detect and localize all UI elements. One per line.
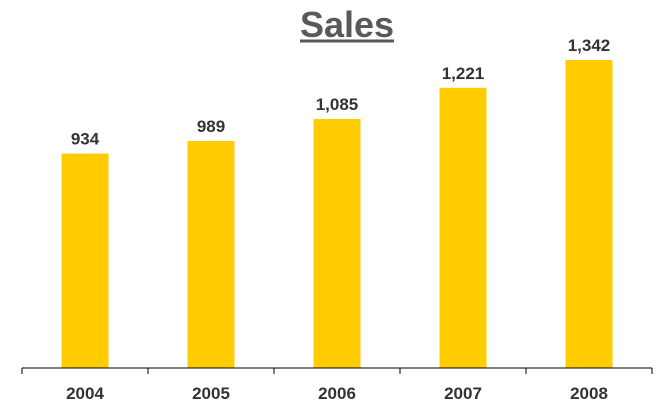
x-tick-label-2005: 2005 <box>192 384 230 403</box>
x-tick-label-2008: 2008 <box>570 384 608 403</box>
x-axis-ticks <box>21 368 653 374</box>
x-tick-label-2006: 2006 <box>318 384 356 403</box>
bar-series <box>61 60 613 369</box>
bar-2005 <box>187 141 235 368</box>
data-label-2004: 934 <box>71 130 100 149</box>
data-label-2006: 1,085 <box>316 95 359 114</box>
data-label-2008: 1,342 <box>568 36 611 55</box>
x-tick-label-2004: 2004 <box>66 384 104 403</box>
data-label-2007: 1,221 <box>442 64 485 83</box>
bar-2006 <box>313 119 361 368</box>
x-axis-tick-labels: 2004 2005 2006 2007 2008 <box>66 384 608 403</box>
x-tick-label-2007: 2007 <box>444 384 482 403</box>
bar-2007 <box>439 87 487 369</box>
data-labels: 934 989 1,085 1,221 1,342 <box>71 36 610 149</box>
data-label-2005: 989 <box>197 117 225 136</box>
bar-2008 <box>565 60 613 368</box>
bar-2004 <box>61 153 109 368</box>
chart-title: Sales <box>300 4 394 45</box>
